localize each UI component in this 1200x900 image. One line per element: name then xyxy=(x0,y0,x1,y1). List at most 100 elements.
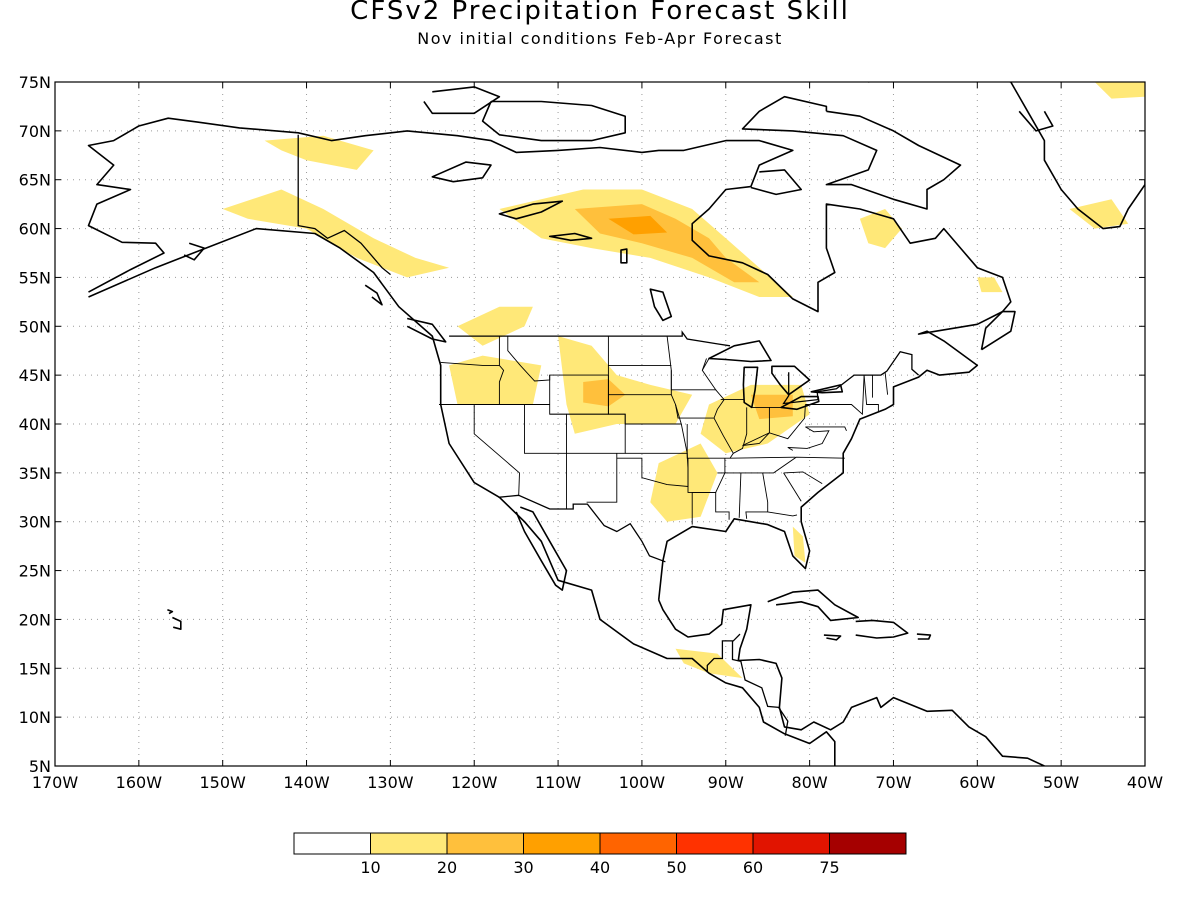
lake-reindeer-lake xyxy=(620,248,628,264)
state-line-nc-sc xyxy=(783,471,823,484)
state-line-idaho-west xyxy=(498,336,505,405)
legend-label: 30 xyxy=(513,858,533,877)
lon-tick-label: 100W xyxy=(619,773,666,792)
state-line-kansas-ok xyxy=(625,424,688,454)
coastline-kodiak xyxy=(183,242,205,261)
lon-tick-label: 170W xyxy=(32,773,79,792)
skill-shading xyxy=(222,82,1145,679)
state-line-ms-al-line xyxy=(738,472,742,518)
state-line-new-mexico xyxy=(586,453,618,503)
skill-region-midwest-core xyxy=(750,394,793,420)
skill-region-greenland-north xyxy=(1094,82,1145,99)
legend-swatch xyxy=(599,832,677,855)
state-line-ky-tn xyxy=(729,456,796,459)
lat-tick-label: 5N xyxy=(29,757,51,776)
state-line-new-england xyxy=(863,375,879,412)
coastline-jamaica xyxy=(823,634,842,641)
lon-tick-label: 110W xyxy=(535,773,582,792)
state-line-pa-ny xyxy=(805,375,865,416)
lon-tick-label: 160W xyxy=(116,773,163,792)
lat-tick-label: 15N xyxy=(19,659,51,678)
lat-tick-label: 30N xyxy=(19,513,51,532)
lon-tick-label: 60W xyxy=(959,773,995,792)
skill-region-alaska-east xyxy=(222,189,450,278)
lat-tick-label: 55N xyxy=(19,268,51,287)
lake-great-slave-lake xyxy=(498,200,564,220)
state-line-ga-sc xyxy=(783,472,802,502)
state-line-missouri xyxy=(680,417,734,459)
coastline-north-america-pacific xyxy=(88,227,836,766)
coastline-hispaniola xyxy=(855,619,909,639)
lat-tick-label: 40N xyxy=(19,415,51,434)
state-line-louisiana xyxy=(692,491,730,520)
skill-region-northwest-us xyxy=(449,355,542,405)
skill-region-newfoundland xyxy=(977,277,1003,293)
coastline-hawaii xyxy=(172,616,182,631)
coastline-puerto-rico xyxy=(916,633,932,640)
lat-tick-label: 45N xyxy=(19,366,51,385)
legend-label: 40 xyxy=(590,858,610,877)
coastline-banks-island xyxy=(423,86,501,115)
lat-tick-label: 75N xyxy=(19,73,51,92)
skill-region-northern-plains xyxy=(558,336,693,434)
color-legend: 10 20 30 40 50 60 75 xyxy=(293,832,907,877)
map-title: CFSv2 Precipitation Forecast Skill xyxy=(350,0,850,26)
skill-region-alaska-north xyxy=(264,135,374,170)
lon-tick-label: 120W xyxy=(451,773,498,792)
lat-tick-label: 60N xyxy=(19,220,51,239)
skill-region-greenland-south xyxy=(1069,199,1129,229)
lon-tick-label: 50W xyxy=(1043,773,1079,792)
lat-tick-label: 20N xyxy=(19,610,51,629)
state-line-illinois xyxy=(733,407,748,454)
state-line-nh-me xyxy=(884,372,889,395)
lake-great-bear-lake xyxy=(431,161,492,183)
legend-swatch xyxy=(370,832,448,855)
legend-swatch xyxy=(293,832,371,855)
state-line-ga-fl xyxy=(767,511,798,517)
state-line-ca-nv xyxy=(473,404,520,496)
coastline-newfoundland-island xyxy=(980,310,1016,351)
axis-ticks: 170W 160W 150W 140W 130W 120W 110W 100W 90W 80W 70… xyxy=(19,73,1164,792)
border-alaska-canada xyxy=(297,134,391,276)
legend-label: 75 xyxy=(819,858,839,877)
skill-region-canada-west xyxy=(457,306,533,346)
legend-label: 60 xyxy=(743,858,763,877)
lat-tick-label: 35N xyxy=(19,464,51,483)
state-line-iowa-mo xyxy=(675,389,725,419)
legend-swatch xyxy=(446,832,524,855)
coastline-gulf-atlantic xyxy=(87,117,1012,600)
lon-tick-label: 130W xyxy=(367,773,414,792)
lat-tick-label: 50N xyxy=(19,317,51,336)
coastline-gulf-of-california xyxy=(515,506,568,591)
coastline-vancouver-island xyxy=(406,317,447,343)
lake-lake-athabasca xyxy=(548,232,593,242)
legend-label: 20 xyxy=(437,858,457,877)
lake-lake-ontario xyxy=(810,384,844,394)
state-line-wisconsin xyxy=(701,358,726,371)
legend-swatch xyxy=(752,832,830,855)
skill-region-south-central xyxy=(650,443,718,522)
lat-tick-label: 70N xyxy=(19,122,51,141)
state-line-minnesota xyxy=(670,358,717,391)
state-line-pa-south xyxy=(805,426,847,431)
coastline-baffin-island xyxy=(741,95,962,210)
coastline-cuba xyxy=(767,589,860,622)
state-line-wa-or xyxy=(440,361,500,366)
political-borders xyxy=(297,134,920,736)
coastline-haida-gwaii xyxy=(364,284,383,306)
lat-tick-label: 65N xyxy=(19,171,51,190)
coastlines xyxy=(87,82,1145,766)
coastline-yucatan-caribbean xyxy=(657,599,1045,766)
legend-swatch xyxy=(829,832,907,855)
state-line-colorado xyxy=(566,413,626,454)
lat-tick-label: 10N xyxy=(19,708,51,727)
border-canada-us-east xyxy=(782,350,920,405)
coastline-greenland xyxy=(868,82,1145,230)
lon-tick-label: 70W xyxy=(875,773,911,792)
coastline-greenland-sw xyxy=(1018,110,1054,132)
legend-label: 50 xyxy=(666,858,686,877)
state-line-wv-va xyxy=(787,426,830,451)
lon-tick-label: 150W xyxy=(200,773,247,792)
skill-region-hudson-bay-inner xyxy=(608,215,668,235)
